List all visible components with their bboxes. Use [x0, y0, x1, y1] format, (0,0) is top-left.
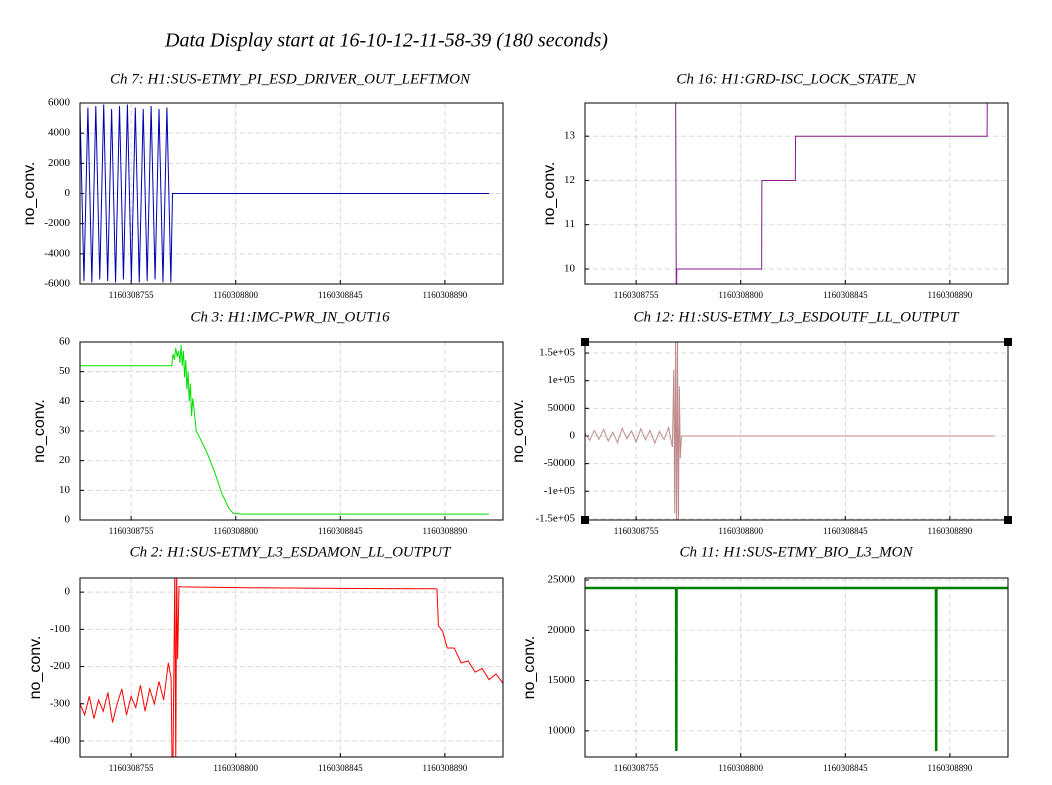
y-axis-label: no_conv. — [27, 636, 44, 700]
plot-frame — [584, 102, 1009, 285]
y-tick-label: -50000 — [544, 457, 576, 469]
chart-title: Ch 7: H1:SUS-ETMY_PI_ESD_DRIVER_OUT_LEFT… — [110, 71, 471, 87]
x-tick-label: 1160308800 — [718, 290, 763, 300]
y-tick-label: 15000 — [548, 674, 576, 686]
series-line — [80, 104, 490, 283]
plot-frame — [79, 102, 504, 285]
x-tick-label: 1160308800 — [213, 526, 258, 536]
y-tick-label: -300 — [50, 697, 71, 709]
y-tick-label: 11 — [564, 218, 575, 230]
y-tick-label: 40 — [59, 395, 71, 407]
series-line — [80, 344, 490, 515]
x-tick-label: 1160308845 — [823, 290, 868, 300]
plot-area — [585, 342, 995, 520]
x-tick-label: 1160308845 — [318, 763, 363, 773]
x-tick-label: 1160308845 — [823, 526, 868, 536]
y-axis-label: no_conv. — [521, 636, 538, 700]
x-tick-label: 1160308845 — [318, 526, 363, 536]
y-tick-label: -1e+05 — [544, 485, 576, 497]
y-tick-label: -1.5e+05 — [536, 512, 576, 524]
x-tick-label: 1160308890 — [928, 526, 973, 536]
y-tick-label: 20000 — [548, 624, 576, 636]
selection-handle — [1004, 338, 1012, 346]
plot-frame — [584, 341, 1009, 521]
plot-area — [675, 103, 988, 284]
x-tick-label: 1160308755 — [614, 290, 659, 300]
plot-area — [80, 578, 503, 757]
y-tick-label: 20 — [59, 454, 71, 466]
chart-title: Ch 2: H1:SUS-ETMY_L3_ESDAMON_LL_OUTPUT — [130, 544, 453, 560]
y-axis-label: no_conv. — [541, 162, 558, 226]
page-title: Data Display start at 16-10-12-11-58-39 … — [164, 30, 608, 52]
y-tick-label: 30 — [59, 425, 71, 437]
series-line — [80, 578, 503, 757]
selection-handle — [581, 516, 589, 524]
x-tick-label: 1160308755 — [109, 526, 154, 536]
x-tick-label: 1160308800 — [213, 763, 258, 773]
x-tick-label: 1160308755 — [109, 290, 154, 300]
y-tick-label: 60 — [59, 336, 71, 348]
y-tick-label: 13 — [564, 130, 576, 142]
y-tick-label: -6000 — [44, 278, 70, 290]
selection-handle — [1004, 516, 1012, 524]
y-tick-label: 0 — [65, 187, 71, 199]
y-tick-label: -200 — [50, 660, 71, 672]
y-tick-label: 10 — [59, 484, 71, 496]
y-tick-label: 0 — [65, 586, 71, 598]
y-tick-label: 12 — [564, 174, 575, 186]
y-tick-label: 2000 — [48, 157, 71, 169]
y-tick-label: 25000 — [548, 574, 576, 586]
series-line — [585, 342, 995, 520]
x-tick-label: 1160308845 — [823, 763, 868, 773]
y-tick-label: 0 — [570, 430, 576, 442]
y-tick-label: 1e+05 — [547, 374, 575, 386]
chart-title: Ch 12: H1:SUS-ETMY_L3_ESDOUTF_LL_OUTPUT — [633, 309, 960, 325]
plot-area — [80, 104, 490, 283]
y-tick-label: 6000 — [48, 97, 71, 109]
y-axis-label: no_conv. — [510, 399, 527, 463]
y-tick-label: 4000 — [48, 127, 71, 139]
x-tick-label: 1160308890 — [423, 763, 468, 773]
y-tick-label: -100 — [50, 623, 71, 635]
chart-title: Ch 11: H1:SUS-ETMY_BIO_L3_MON — [679, 544, 913, 560]
y-tick-label: -2000 — [44, 217, 70, 229]
x-tick-label: 1160308800 — [718, 526, 763, 536]
selection-handle — [581, 338, 589, 346]
plot-frame — [79, 577, 504, 758]
y-tick-label: -4000 — [44, 247, 70, 259]
y-tick-label: -400 — [50, 735, 71, 747]
y-tick-label: 1.5e+05 — [539, 347, 575, 359]
x-tick-label: 1160308890 — [423, 290, 468, 300]
y-axis-label: no_conv. — [31, 399, 48, 463]
x-tick-label: 1160308755 — [614, 526, 659, 536]
x-tick-label: 1160308755 — [614, 763, 659, 773]
series-line — [585, 586, 1008, 751]
x-tick-label: 1160308845 — [318, 290, 363, 300]
x-tick-label: 1160308755 — [109, 763, 154, 773]
x-tick-label: 1160308800 — [213, 290, 258, 300]
x-tick-label: 1160308890 — [928, 290, 973, 300]
y-tick-label: 10 — [564, 262, 576, 274]
x-tick-label: 1160308800 — [718, 763, 763, 773]
y-axis-label: no_conv. — [21, 162, 38, 226]
y-tick-label: 0 — [65, 514, 71, 526]
chart-title: Ch 3: H1:IMC-PWR_IN_OUT16 — [190, 309, 390, 325]
y-tick-label: 50 — [59, 365, 71, 377]
series-line — [675, 103, 988, 284]
plot-area — [585, 586, 1008, 751]
plot-frame — [79, 341, 504, 521]
x-tick-label: 1160308890 — [423, 526, 468, 536]
y-tick-label: 50000 — [548, 402, 576, 414]
chart-title: Ch 16: H1:GRD-ISC_LOCK_STATE_N — [676, 71, 916, 87]
plot-area — [80, 344, 490, 515]
y-tick-label: 10000 — [548, 724, 576, 736]
plot-frame — [584, 577, 1009, 758]
x-tick-label: 1160308890 — [928, 763, 973, 773]
